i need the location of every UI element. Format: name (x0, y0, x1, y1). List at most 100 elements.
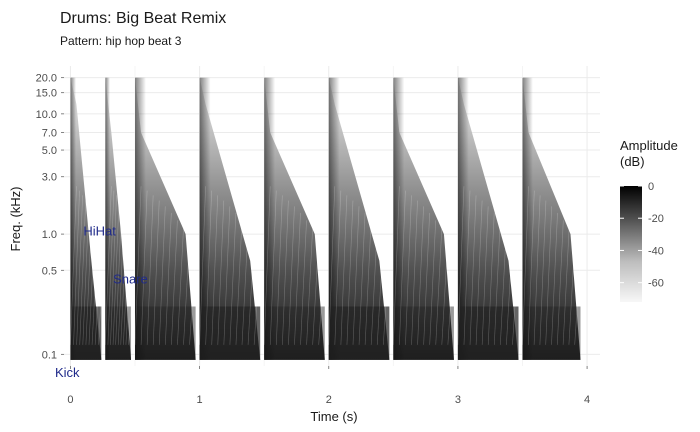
spectrogram-cells (70, 77, 582, 360)
annotations: HiHat Snare Kick (55, 224, 148, 380)
annotation-hihat: HiHat (83, 224, 116, 239)
burst-streak (183, 239, 190, 345)
burst-streak (199, 186, 206, 345)
burst-onset (264, 77, 276, 360)
burst-streak (97, 252, 105, 345)
x-tick-label: 3 (455, 394, 461, 406)
chart-title: Drums: Big Beat Remix (60, 10, 226, 27)
y-tick-label: 0.1 (42, 349, 57, 361)
burst-low-band (522, 306, 581, 360)
burst-streak (340, 195, 348, 345)
burst-streak (487, 212, 495, 345)
burst-streak (146, 195, 154, 345)
burst-onset (457, 77, 469, 360)
y-tick-label: 10.0 (36, 109, 57, 121)
burst-streak (423, 212, 430, 345)
legend-colorbar (620, 186, 642, 302)
burst-streak (276, 195, 283, 345)
x-axis-title: Time (s) (310, 409, 357, 424)
burst-streak (352, 206, 360, 345)
burst-streak (318, 252, 326, 345)
burst-streak (94, 239, 102, 345)
burst-streak (105, 186, 112, 345)
burst-streak (217, 200, 225, 345)
x-axis: 0 1 2 3 4 (67, 366, 590, 406)
burst-streak (211, 195, 219, 345)
y-tick-label: 20.0 (36, 73, 57, 85)
burst-body (70, 77, 102, 360)
burst-body (328, 77, 390, 360)
burst-streak (294, 212, 301, 345)
burst-onset (522, 77, 533, 360)
burst-streak (435, 229, 443, 345)
burst-streak (235, 220, 243, 345)
annotation-snare: Snare (113, 271, 148, 286)
y-axis: 0.1 0.5 1.0 3.0 5.0 7.0 10.0 15.0 20.0 (36, 73, 64, 361)
burst-streak (411, 200, 418, 345)
burst-streak (328, 186, 336, 345)
burst-streak (189, 252, 196, 345)
burst-streak (568, 239, 576, 345)
burst-streak (73, 190, 80, 345)
burst-streak (551, 212, 558, 345)
spectrogram-burst (457, 77, 519, 360)
burst-streak (110, 195, 117, 345)
burst-low-band (70, 306, 102, 360)
burst-low-band (457, 306, 519, 360)
burst-streak (376, 239, 384, 345)
burst-streak (463, 190, 471, 345)
burst-streak (393, 186, 400, 345)
burst-streak (574, 252, 582, 345)
burst-streak (506, 239, 513, 345)
burst-streak (152, 200, 160, 345)
burst-body (522, 77, 581, 360)
legend-tick-label: -40 (648, 245, 664, 257)
burst-streak (88, 220, 96, 345)
burst-streak (370, 229, 378, 345)
burst-streak (158, 206, 166, 345)
legend: Amplitude (dB) 0 -20 -40 -60 (620, 138, 678, 302)
burst-streak (223, 206, 231, 345)
burst-streak (312, 239, 319, 345)
burst-body (135, 77, 196, 360)
burst-streak (177, 229, 184, 345)
burst-onset (70, 77, 77, 360)
burst-low-band (105, 306, 132, 360)
burst-low-band (135, 306, 196, 360)
spectrogram-burst (522, 77, 582, 360)
burst-body (264, 77, 325, 360)
burst-streak (539, 200, 547, 345)
legend-tick-label: 0 (648, 181, 654, 193)
spectrogram-burst (199, 77, 261, 360)
burst-streak (493, 220, 501, 345)
burst-streak (165, 212, 172, 345)
burst-streak (76, 195, 83, 345)
burst-streak (241, 229, 249, 345)
x-tick-label: 4 (584, 394, 590, 406)
burst-streak (469, 195, 477, 345)
burst-streak (247, 239, 255, 345)
burst-streak (205, 190, 212, 345)
burst-streak (399, 190, 406, 345)
burst-streak (253, 252, 261, 345)
burst-streak (112, 200, 120, 345)
burst-streak (500, 229, 507, 345)
burst-streak (134, 186, 142, 345)
burst-onset (393, 77, 405, 360)
burst-streak (70, 186, 77, 345)
burst-low-band (393, 306, 454, 360)
burst-streak (429, 220, 436, 345)
burst-streak (282, 200, 289, 345)
y-tick-label: 3.0 (42, 172, 57, 184)
burst-streak (562, 229, 570, 345)
burst-streak (481, 206, 489, 345)
burst-streak (229, 212, 237, 345)
burst-streak (512, 252, 519, 345)
burst-streak (447, 252, 455, 345)
burst-streak (300, 220, 307, 345)
legend-tick-label: -20 (648, 213, 664, 225)
burst-streak (441, 239, 449, 345)
y-tick-label: 5.0 (42, 145, 57, 157)
burst-streak (382, 252, 390, 345)
